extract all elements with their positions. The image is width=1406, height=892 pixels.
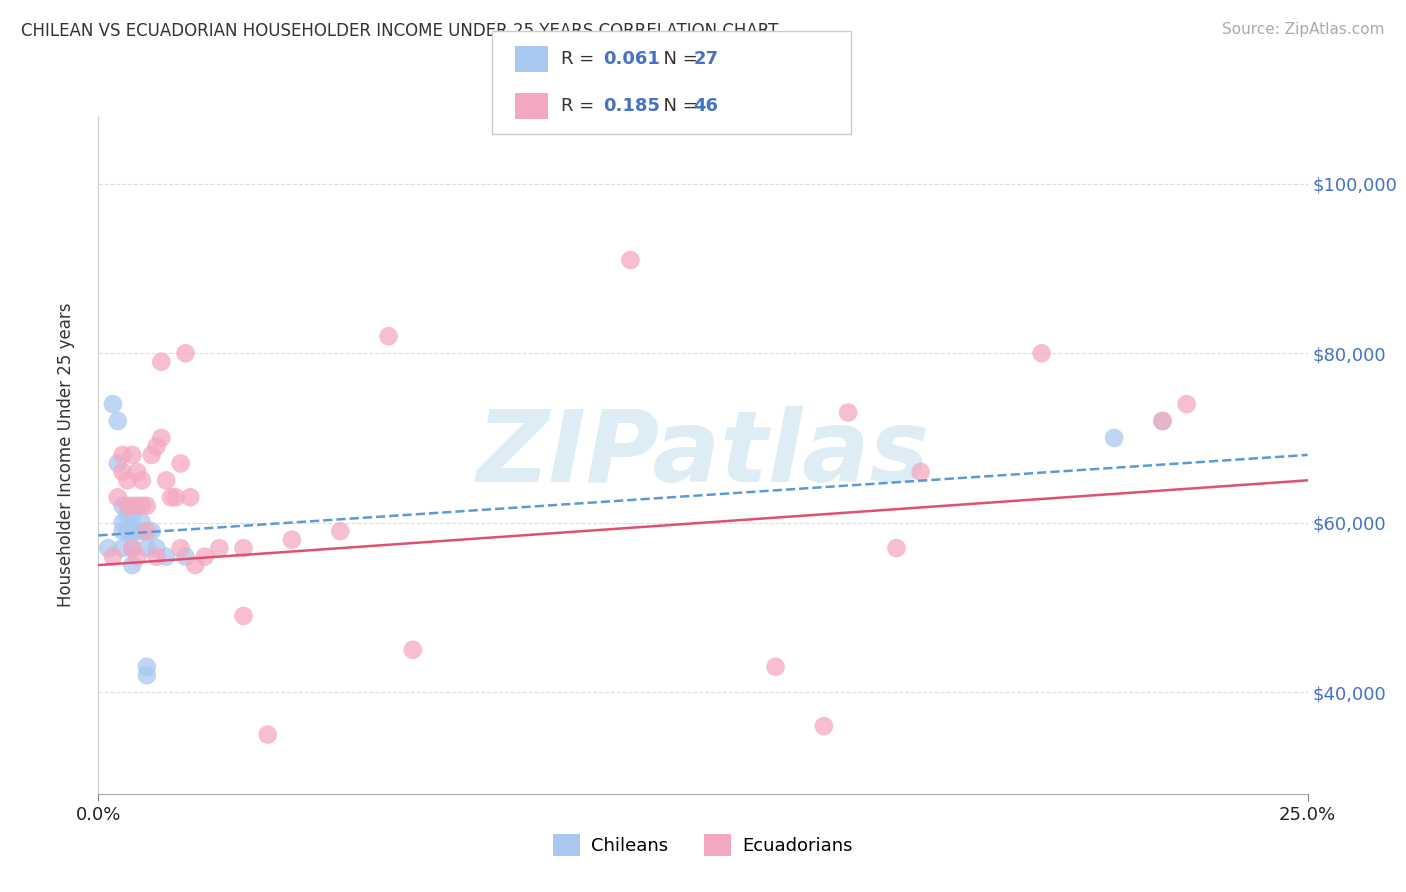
Point bbox=[141, 524, 163, 538]
Point bbox=[131, 524, 153, 538]
Point bbox=[910, 465, 932, 479]
Text: CHILEAN VS ECUADORIAN HOUSEHOLDER INCOME UNDER 25 YEARS CORRELATION CHART: CHILEAN VS ECUADORIAN HOUSEHOLDER INCOME… bbox=[21, 22, 779, 40]
Point bbox=[111, 541, 134, 555]
Point bbox=[1152, 414, 1174, 428]
Point bbox=[232, 608, 254, 623]
Point bbox=[121, 448, 143, 462]
Point bbox=[141, 448, 163, 462]
Y-axis label: Householder Income Under 25 years: Householder Income Under 25 years bbox=[56, 302, 75, 607]
Point bbox=[145, 541, 167, 555]
Point bbox=[155, 549, 177, 564]
Point bbox=[619, 253, 641, 268]
Point bbox=[886, 541, 908, 555]
Point bbox=[160, 490, 183, 504]
Point bbox=[117, 507, 139, 521]
Point bbox=[107, 414, 129, 428]
Point bbox=[184, 558, 207, 573]
Point bbox=[813, 719, 835, 733]
Point bbox=[107, 490, 129, 504]
Point bbox=[121, 541, 143, 555]
Point bbox=[101, 549, 124, 564]
Text: ZIPatlas: ZIPatlas bbox=[477, 407, 929, 503]
Point bbox=[256, 728, 278, 742]
Point bbox=[111, 465, 134, 479]
Point bbox=[131, 473, 153, 487]
Point bbox=[150, 431, 173, 445]
Point bbox=[111, 499, 134, 513]
Point bbox=[117, 473, 139, 487]
Point bbox=[127, 499, 149, 513]
Point bbox=[101, 397, 124, 411]
Point bbox=[135, 660, 157, 674]
Point bbox=[1031, 346, 1053, 360]
Point bbox=[127, 465, 149, 479]
Point bbox=[281, 533, 304, 547]
Point bbox=[155, 473, 177, 487]
Point bbox=[97, 541, 120, 555]
Point bbox=[127, 524, 149, 538]
Point bbox=[117, 499, 139, 513]
Point bbox=[1102, 431, 1125, 445]
Point bbox=[135, 499, 157, 513]
Point bbox=[127, 549, 149, 564]
Point bbox=[1175, 397, 1198, 411]
Legend: Chileans, Ecuadorians: Chileans, Ecuadorians bbox=[546, 826, 860, 863]
Point bbox=[1152, 414, 1174, 428]
Point bbox=[145, 549, 167, 564]
Point bbox=[169, 541, 191, 555]
Point bbox=[121, 541, 143, 555]
Text: N =: N = bbox=[652, 50, 704, 68]
Point bbox=[121, 524, 143, 538]
Point bbox=[135, 524, 157, 538]
Point bbox=[765, 660, 787, 674]
Point bbox=[174, 549, 197, 564]
Point bbox=[111, 448, 134, 462]
Point bbox=[111, 516, 134, 530]
Point bbox=[208, 541, 231, 555]
Point bbox=[121, 558, 143, 573]
Point bbox=[131, 499, 153, 513]
Point bbox=[121, 499, 143, 513]
Point bbox=[402, 642, 425, 657]
Text: 0.185: 0.185 bbox=[603, 97, 661, 115]
Point bbox=[135, 668, 157, 682]
Point bbox=[131, 516, 153, 530]
Point bbox=[111, 524, 134, 538]
Text: R =: R = bbox=[561, 50, 600, 68]
Point bbox=[194, 549, 217, 564]
Point bbox=[117, 524, 139, 538]
Text: Source: ZipAtlas.com: Source: ZipAtlas.com bbox=[1222, 22, 1385, 37]
Point bbox=[174, 346, 197, 360]
Text: 0.061: 0.061 bbox=[603, 50, 659, 68]
Point bbox=[150, 355, 173, 369]
Text: R =: R = bbox=[561, 97, 600, 115]
Point bbox=[135, 541, 157, 555]
Point bbox=[145, 440, 167, 454]
Point bbox=[165, 490, 187, 504]
Point bbox=[377, 329, 399, 343]
Point bbox=[169, 457, 191, 471]
Point bbox=[837, 405, 859, 419]
Text: 27: 27 bbox=[693, 50, 718, 68]
Point bbox=[179, 490, 201, 504]
Point bbox=[329, 524, 352, 538]
Point bbox=[121, 507, 143, 521]
Point bbox=[107, 457, 129, 471]
Point bbox=[232, 541, 254, 555]
Text: 46: 46 bbox=[693, 97, 718, 115]
Text: N =: N = bbox=[652, 97, 704, 115]
